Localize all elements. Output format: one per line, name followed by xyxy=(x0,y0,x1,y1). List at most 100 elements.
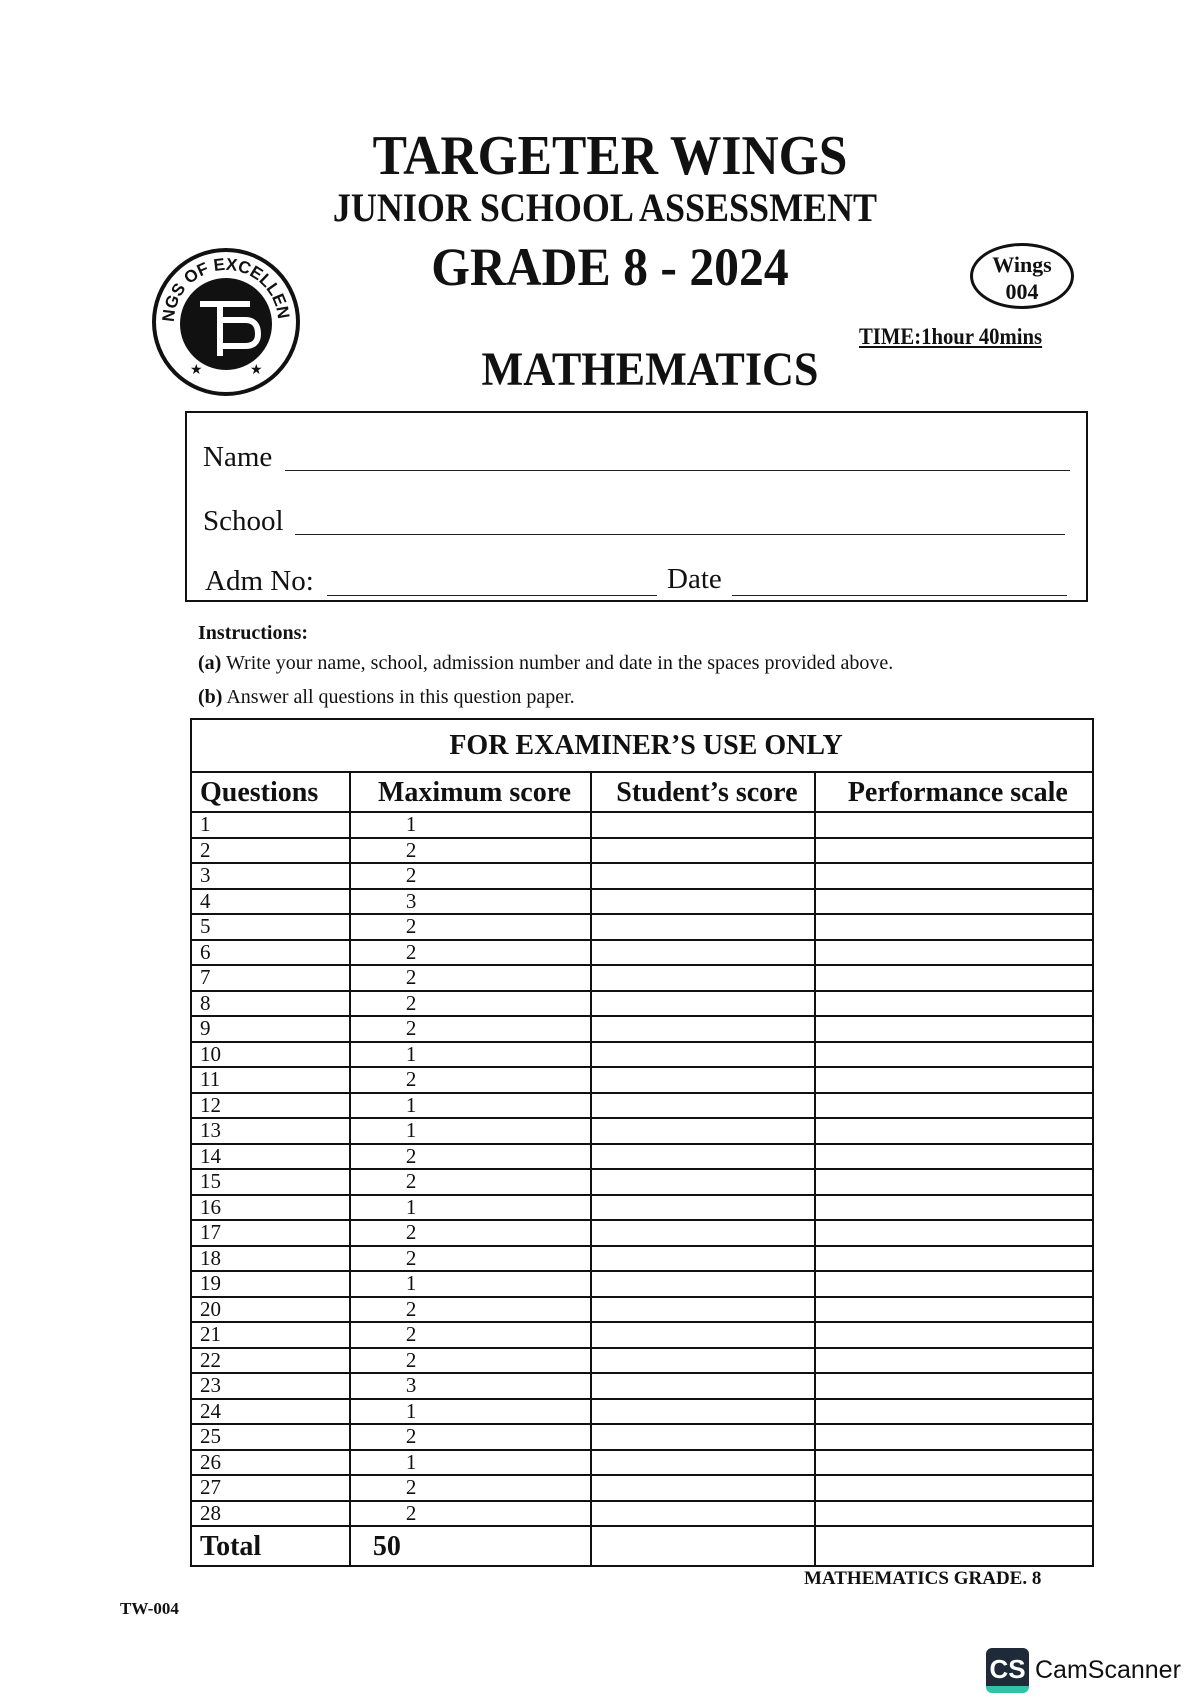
student-score-cell[interactable] xyxy=(590,1244,816,1272)
performance-scale-cell[interactable] xyxy=(813,964,1095,992)
student-score-cell[interactable] xyxy=(590,964,816,992)
student-score-cell[interactable] xyxy=(590,1168,816,1196)
student-score-cell[interactable] xyxy=(590,1015,816,1043)
table-row: 20 2 xyxy=(190,1295,1095,1323)
instruction-a-text: Write your name, school, admission numbe… xyxy=(221,652,894,674)
adm-field[interactable] xyxy=(327,595,657,596)
maximum-score: 3 xyxy=(348,887,593,915)
paper-code-badge: Wings 004 xyxy=(970,243,1074,309)
maximum-score: 2 xyxy=(348,964,593,992)
performance-scale-cell[interactable] xyxy=(813,1295,1095,1323)
maximum-score: 1 xyxy=(348,1091,593,1119)
performance-scale-cell[interactable] xyxy=(813,1474,1095,1502)
student-score-cell[interactable] xyxy=(590,938,816,966)
performance-scale-cell[interactable] xyxy=(813,1270,1095,1298)
name-label: Name xyxy=(203,441,273,473)
column-header: Questions xyxy=(190,771,351,813)
maximum-score: 2 xyxy=(348,1474,593,1502)
student-score-cell[interactable] xyxy=(590,1346,816,1374)
question-number: 21 xyxy=(190,1321,351,1349)
camscanner-logo-icon: CS xyxy=(986,1648,1029,1693)
performance-scale-cell[interactable] xyxy=(813,1499,1095,1527)
performance-scale-cell[interactable] xyxy=(813,1321,1095,1349)
performance-scale-cell[interactable] xyxy=(813,862,1095,890)
table-row: 22 2 xyxy=(190,1346,1095,1374)
student-score-cell[interactable] xyxy=(590,1066,816,1094)
table-row: 17 2 xyxy=(190,1219,1095,1247)
student-score-cell[interactable] xyxy=(590,1321,816,1349)
performance-scale-cell[interactable] xyxy=(813,938,1095,966)
performance-scale-cell[interactable] xyxy=(813,1244,1095,1272)
performance-scale-cell[interactable] xyxy=(813,1142,1095,1170)
performance-scale-cell[interactable] xyxy=(813,1168,1095,1196)
total-label: Total xyxy=(190,1525,351,1567)
student-score-cell[interactable] xyxy=(590,1499,816,1527)
maximum-score: 2 xyxy=(348,989,593,1017)
student-details-box: Name School Adm No: Date xyxy=(185,411,1088,602)
student-score-cell[interactable] xyxy=(590,836,816,864)
student-score-cell[interactable] xyxy=(590,1270,816,1298)
table-row: 21 2 xyxy=(190,1321,1095,1349)
student-score-cell[interactable] xyxy=(590,1219,816,1247)
maximum-score: 1 xyxy=(348,1397,593,1425)
maximum-score: 2 xyxy=(348,1168,593,1196)
student-score-cell[interactable] xyxy=(590,913,816,941)
student-score-cell[interactable] xyxy=(590,1474,816,1502)
student-score-cell[interactable] xyxy=(590,1117,816,1145)
performance-scale-cell[interactable] xyxy=(813,1423,1095,1451)
student-score-cell[interactable] xyxy=(590,1372,816,1400)
performance-scale-cell[interactable] xyxy=(813,989,1095,1017)
performance-scale-cell[interactable] xyxy=(813,1448,1095,1476)
maximum-score: 1 xyxy=(348,1193,593,1221)
student-score-cell[interactable] xyxy=(590,1397,816,1425)
total-performance-cell[interactable] xyxy=(813,1525,1095,1567)
performance-scale-cell[interactable] xyxy=(813,1091,1095,1119)
question-number: 13 xyxy=(190,1117,351,1145)
performance-scale-cell[interactable] xyxy=(813,836,1095,864)
performance-scale-cell[interactable] xyxy=(813,1117,1095,1145)
performance-scale-cell[interactable] xyxy=(813,1015,1095,1043)
performance-scale-cell[interactable] xyxy=(813,1066,1095,1094)
total-student-score-cell[interactable] xyxy=(590,1525,816,1567)
performance-scale-cell[interactable] xyxy=(813,1040,1095,1068)
maximum-score: 3 xyxy=(348,1372,593,1400)
student-score-cell[interactable] xyxy=(590,1295,816,1323)
performance-scale-cell[interactable] xyxy=(813,913,1095,941)
performance-scale-cell[interactable] xyxy=(813,1193,1095,1221)
student-score-cell[interactable] xyxy=(590,1091,816,1119)
time-allowed: TIME:1hour 40mins xyxy=(859,324,1043,349)
question-number: 19 xyxy=(190,1270,351,1298)
student-score-cell[interactable] xyxy=(590,1448,816,1476)
student-score-cell[interactable] xyxy=(590,1142,816,1170)
student-score-cell[interactable] xyxy=(590,1193,816,1221)
svg-text:★: ★ xyxy=(190,363,203,378)
student-score-cell[interactable] xyxy=(590,1423,816,1451)
student-score-cell[interactable] xyxy=(590,862,816,890)
question-number: 14 xyxy=(190,1142,351,1170)
performance-scale-cell[interactable] xyxy=(813,1372,1095,1400)
name-field[interactable] xyxy=(285,470,1070,471)
student-score-cell[interactable] xyxy=(590,989,816,1017)
student-score-cell[interactable] xyxy=(590,811,816,839)
question-number: 28 xyxy=(190,1499,351,1527)
instruction-b-marker: (b) xyxy=(198,686,223,708)
student-score-cell[interactable] xyxy=(590,1040,816,1068)
question-number: 11 xyxy=(190,1066,351,1094)
maximum-score: 2 xyxy=(348,1346,593,1374)
student-score-cell[interactable] xyxy=(590,887,816,915)
performance-scale-cell[interactable] xyxy=(813,1397,1095,1425)
performance-scale-cell[interactable] xyxy=(813,887,1095,915)
table-row: 18 2 xyxy=(190,1244,1095,1272)
table-row: 28 2 xyxy=(190,1499,1095,1527)
performance-scale-cell[interactable] xyxy=(813,1219,1095,1247)
instructions-title: Instructions: xyxy=(198,622,309,644)
table-row: 13 1 xyxy=(190,1117,1095,1145)
school-field[interactable] xyxy=(295,534,1065,535)
performance-scale-cell[interactable] xyxy=(813,1346,1095,1374)
date-field[interactable] xyxy=(732,595,1067,596)
question-number: 25 xyxy=(190,1423,351,1451)
performance-scale-cell[interactable] xyxy=(813,811,1095,839)
grade-title: GRADE 8 - 2024 xyxy=(431,237,789,297)
table-row: 3 2 xyxy=(190,862,1095,890)
question-number: 7 xyxy=(190,964,351,992)
